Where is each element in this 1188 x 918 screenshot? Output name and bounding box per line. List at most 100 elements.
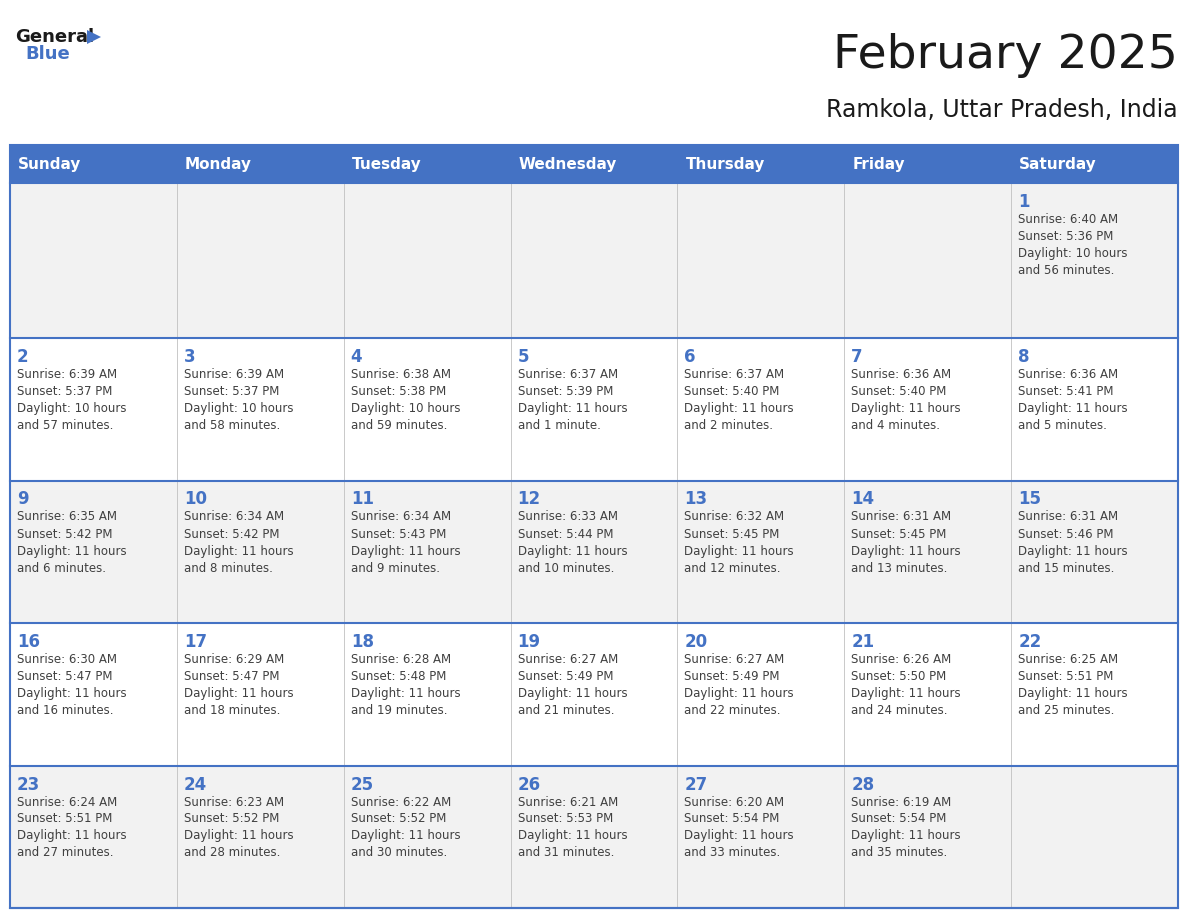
Bar — [511, 183, 677, 338]
Text: 5: 5 — [518, 348, 529, 366]
Text: Sunset: 5:40 PM: Sunset: 5:40 PM — [852, 385, 947, 398]
Text: Daylight: 11 hours: Daylight: 11 hours — [852, 687, 961, 700]
Text: Blue: Blue — [25, 45, 70, 63]
Text: Sunrise: 6:26 AM: Sunrise: 6:26 AM — [852, 653, 952, 666]
Text: Daylight: 11 hours: Daylight: 11 hours — [518, 544, 627, 557]
Bar — [845, 480, 1011, 623]
Text: Sunset: 5:52 PM: Sunset: 5:52 PM — [184, 812, 279, 825]
Text: Sunrise: 6:20 AM: Sunrise: 6:20 AM — [684, 796, 784, 809]
Text: and 58 minutes.: and 58 minutes. — [184, 419, 280, 432]
Bar — [10, 338, 177, 480]
Text: and 13 minutes.: and 13 minutes. — [852, 562, 948, 575]
Text: 24: 24 — [184, 776, 207, 793]
Text: and 12 minutes.: and 12 minutes. — [684, 562, 781, 575]
Bar — [845, 766, 1011, 908]
Text: Sunrise: 6:23 AM: Sunrise: 6:23 AM — [184, 796, 284, 809]
Bar — [511, 480, 677, 623]
Text: Sunset: 5:42 PM: Sunset: 5:42 PM — [17, 528, 113, 541]
Text: Daylight: 11 hours: Daylight: 11 hours — [184, 544, 293, 557]
Text: Sunset: 5:49 PM: Sunset: 5:49 PM — [684, 670, 781, 683]
Text: Sunrise: 6:19 AM: Sunrise: 6:19 AM — [852, 796, 952, 809]
Text: Sunrise: 6:30 AM: Sunrise: 6:30 AM — [17, 653, 116, 666]
Text: Wednesday: Wednesday — [519, 156, 617, 172]
Text: and 33 minutes.: and 33 minutes. — [684, 846, 781, 859]
Text: Daylight: 11 hours: Daylight: 11 hours — [350, 830, 460, 843]
Text: and 30 minutes.: and 30 minutes. — [350, 846, 447, 859]
Text: Daylight: 11 hours: Daylight: 11 hours — [1018, 687, 1127, 700]
Text: 20: 20 — [684, 633, 708, 651]
Text: 26: 26 — [518, 776, 541, 793]
Bar — [10, 480, 177, 623]
Bar — [343, 623, 511, 766]
Text: Saturday: Saturday — [1019, 156, 1097, 172]
Text: Sunset: 5:40 PM: Sunset: 5:40 PM — [684, 385, 779, 398]
Bar — [343, 183, 511, 338]
Text: Sunset: 5:43 PM: Sunset: 5:43 PM — [350, 528, 446, 541]
Text: Daylight: 11 hours: Daylight: 11 hours — [684, 687, 794, 700]
Text: and 6 minutes.: and 6 minutes. — [17, 562, 106, 575]
Bar — [1011, 480, 1178, 623]
Text: Sunrise: 6:35 AM: Sunrise: 6:35 AM — [17, 510, 116, 523]
Text: Daylight: 11 hours: Daylight: 11 hours — [350, 544, 460, 557]
Text: 18: 18 — [350, 633, 374, 651]
Bar — [177, 480, 343, 623]
Text: and 28 minutes.: and 28 minutes. — [184, 846, 280, 859]
Text: Sunrise: 6:34 AM: Sunrise: 6:34 AM — [350, 510, 450, 523]
Text: Sunrise: 6:37 AM: Sunrise: 6:37 AM — [518, 368, 618, 381]
Text: and 22 minutes.: and 22 minutes. — [684, 704, 781, 717]
Text: Sunset: 5:45 PM: Sunset: 5:45 PM — [684, 528, 779, 541]
Text: Sunrise: 6:27 AM: Sunrise: 6:27 AM — [684, 653, 785, 666]
Text: Sunrise: 6:31 AM: Sunrise: 6:31 AM — [1018, 510, 1118, 523]
Bar — [677, 623, 845, 766]
Bar — [845, 183, 1011, 338]
Text: Daylight: 11 hours: Daylight: 11 hours — [1018, 402, 1127, 415]
Text: Sunset: 5:42 PM: Sunset: 5:42 PM — [184, 528, 279, 541]
Text: Daylight: 11 hours: Daylight: 11 hours — [852, 830, 961, 843]
Text: 1: 1 — [1018, 193, 1030, 211]
Bar — [177, 338, 343, 480]
Bar — [177, 183, 343, 338]
Text: Sunrise: 6:25 AM: Sunrise: 6:25 AM — [1018, 653, 1118, 666]
Text: Daylight: 11 hours: Daylight: 11 hours — [518, 830, 627, 843]
Text: Sunset: 5:37 PM: Sunset: 5:37 PM — [184, 385, 279, 398]
Bar — [1011, 766, 1178, 908]
Text: Daylight: 10 hours: Daylight: 10 hours — [184, 402, 293, 415]
Text: Sunset: 5:36 PM: Sunset: 5:36 PM — [1018, 230, 1113, 243]
Text: 27: 27 — [684, 776, 708, 793]
Text: Sunset: 5:51 PM: Sunset: 5:51 PM — [17, 812, 113, 825]
Bar — [677, 480, 845, 623]
Text: Daylight: 11 hours: Daylight: 11 hours — [350, 687, 460, 700]
Text: 2: 2 — [17, 348, 29, 366]
Bar — [343, 338, 511, 480]
Text: 9: 9 — [17, 490, 29, 509]
Text: and 19 minutes.: and 19 minutes. — [350, 704, 447, 717]
Text: Sunset: 5:44 PM: Sunset: 5:44 PM — [518, 528, 613, 541]
Text: Daylight: 11 hours: Daylight: 11 hours — [184, 687, 293, 700]
Text: and 35 minutes.: and 35 minutes. — [852, 846, 948, 859]
Text: 16: 16 — [17, 633, 40, 651]
Text: 7: 7 — [852, 348, 862, 366]
Text: Daylight: 10 hours: Daylight: 10 hours — [17, 402, 126, 415]
Text: Daylight: 11 hours: Daylight: 11 hours — [184, 830, 293, 843]
Text: and 9 minutes.: and 9 minutes. — [350, 562, 440, 575]
Text: February 2025: February 2025 — [833, 32, 1178, 77]
Bar — [677, 183, 845, 338]
Text: Thursday: Thursday — [685, 156, 765, 172]
Text: 21: 21 — [852, 633, 874, 651]
Bar — [677, 338, 845, 480]
Text: Friday: Friday — [852, 156, 905, 172]
Text: Sunset: 5:54 PM: Sunset: 5:54 PM — [852, 812, 947, 825]
Text: Daylight: 11 hours: Daylight: 11 hours — [852, 544, 961, 557]
Text: and 4 minutes.: and 4 minutes. — [852, 419, 940, 432]
Text: Sunrise: 6:28 AM: Sunrise: 6:28 AM — [350, 653, 450, 666]
Bar — [343, 766, 511, 908]
Text: Sunrise: 6:37 AM: Sunrise: 6:37 AM — [684, 368, 784, 381]
Text: 4: 4 — [350, 348, 362, 366]
Bar — [845, 623, 1011, 766]
Text: Sunrise: 6:31 AM: Sunrise: 6:31 AM — [852, 510, 952, 523]
Text: Sunrise: 6:39 AM: Sunrise: 6:39 AM — [184, 368, 284, 381]
Text: General: General — [15, 28, 94, 46]
Text: Sunset: 5:52 PM: Sunset: 5:52 PM — [350, 812, 446, 825]
Text: 10: 10 — [184, 490, 207, 509]
Text: and 18 minutes.: and 18 minutes. — [184, 704, 280, 717]
